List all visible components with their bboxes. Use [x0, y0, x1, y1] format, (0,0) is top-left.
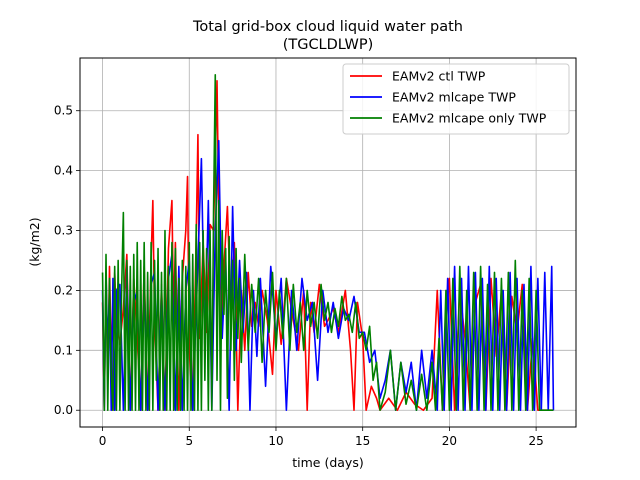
y-axis-ticks: 0.0 0.1 0.2 0.3 0.4 0.5: [54, 104, 80, 417]
y-tick-label: 0.1: [54, 343, 73, 357]
x-tick-label: 5: [185, 434, 193, 448]
series-line-mlcape-only: [101, 73, 554, 412]
x-tick-label: 25: [528, 434, 543, 448]
chart-title-line-2: (TGCLDLWP): [283, 37, 374, 53]
y-tick-label: 0.5: [54, 104, 73, 118]
x-tick-label: 20: [442, 434, 457, 448]
legend-label-mlcape-only: EAMv2 mlcape only TWP: [392, 111, 547, 126]
y-tick-label: 0.3: [54, 224, 73, 238]
plot-frame: [79, 57, 577, 428]
x-tick-label: 0: [99, 434, 107, 448]
legend-box: [342, 63, 570, 135]
x-tick-label: 10: [268, 434, 283, 448]
y-tick-label: 0.0: [54, 403, 73, 417]
y-tick-label: 0.2: [54, 283, 73, 297]
x-axis-ticks: 0 5 10 15 20 25: [99, 427, 544, 448]
legend-label-ctl: EAMv2 ctl TWP: [392, 69, 486, 84]
legend: EAMv2 ctl TWP EAMv2 mlcape TWP EAMv2 mlc…: [342, 63, 570, 135]
x-tick-label: 15: [355, 434, 370, 448]
chart-title-line-1: Total grid-box cloud liquid water path: [192, 19, 463, 35]
series-layer: [101, 73, 555, 412]
y-tick-label: 0.4: [54, 164, 73, 178]
x-axis-label: time (days): [292, 455, 363, 470]
legend-label-mlcape: EAMv2 mlcape TWP: [392, 90, 516, 105]
y-axis-label: (kg/m2): [27, 217, 42, 266]
